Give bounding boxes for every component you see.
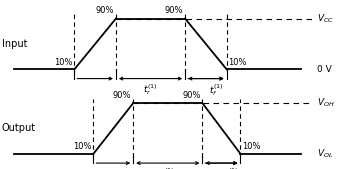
Text: Input: Input [2, 39, 27, 49]
Text: 10%: 10% [73, 142, 92, 151]
Text: $t_r^{(1)}$: $t_r^{(1)}$ [161, 166, 175, 169]
Text: 10%: 10% [242, 142, 261, 151]
Text: 90%: 90% [96, 6, 114, 15]
Text: 90%: 90% [165, 6, 183, 15]
Text: $V_{CC}$: $V_{CC}$ [317, 12, 334, 25]
Text: $t_f^{(1)}$: $t_f^{(1)}$ [225, 166, 239, 169]
Text: 90%: 90% [113, 91, 131, 100]
Text: $t_r^{(1)}$: $t_r^{(1)}$ [143, 82, 158, 97]
Text: 90%: 90% [182, 91, 201, 100]
Text: $V_{OH}$: $V_{OH}$ [317, 97, 334, 109]
Text: 10%: 10% [228, 58, 247, 67]
Text: 0 V: 0 V [317, 65, 331, 74]
Text: 10%: 10% [54, 58, 73, 67]
Text: Output: Output [2, 123, 36, 134]
Text: $V_{OL}$: $V_{OL}$ [317, 148, 333, 160]
Text: $t_f^{(1)}$: $t_f^{(1)}$ [209, 82, 224, 98]
